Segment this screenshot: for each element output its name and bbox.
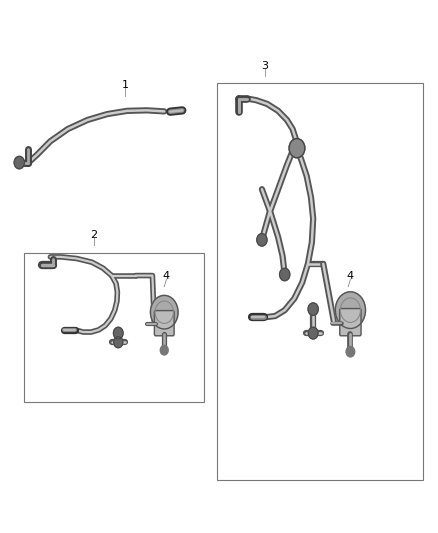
Text: 1: 1 [121, 80, 128, 90]
FancyBboxPatch shape [154, 311, 174, 336]
Circle shape [289, 139, 305, 158]
Text: 4: 4 [163, 271, 170, 281]
Text: 4: 4 [347, 271, 354, 281]
Circle shape [114, 337, 123, 348]
Text: 3: 3 [261, 61, 268, 70]
FancyBboxPatch shape [340, 309, 361, 336]
Circle shape [346, 346, 355, 357]
Bar [24, 253, 204, 402]
Circle shape [151, 295, 178, 329]
Circle shape [113, 327, 123, 339]
Circle shape [279, 268, 290, 281]
Circle shape [308, 327, 318, 339]
Circle shape [257, 233, 267, 246]
Circle shape [336, 292, 365, 328]
Circle shape [14, 156, 25, 169]
Bar [217, 83, 423, 480]
Circle shape [160, 345, 168, 355]
Circle shape [308, 303, 318, 316]
Text: 2: 2 [91, 230, 98, 239]
